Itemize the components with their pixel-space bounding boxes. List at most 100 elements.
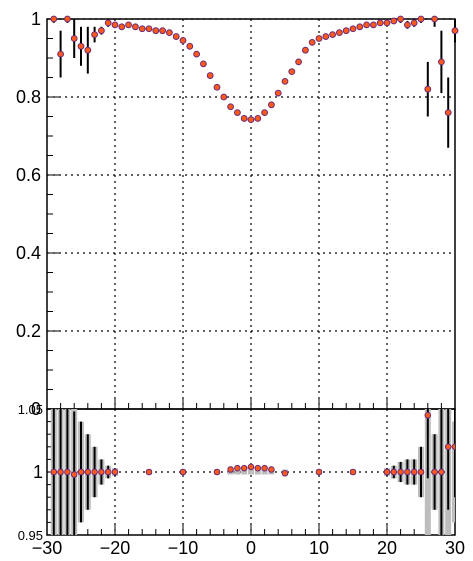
data-point: [235, 110, 240, 115]
data-point: [425, 86, 431, 92]
data-point: [330, 32, 335, 37]
data-point: [384, 20, 390, 26]
data-point: [241, 116, 247, 121]
band-segment: [452, 421, 455, 523]
data-point: [411, 20, 417, 26]
top-y-tick-label: 1: [31, 9, 41, 29]
data-point: [146, 26, 152, 32]
band-segment: [261, 469, 268, 475]
data-point: [126, 22, 131, 28]
top-y-tick-label: 0.8: [16, 87, 41, 107]
data-point: [207, 73, 213, 78]
ratio-y-tick-label: 1: [33, 462, 43, 482]
ratio-point: [64, 468, 71, 476]
data-point: [221, 94, 227, 100]
data-point: [303, 47, 308, 53]
ratio-point: [50, 468, 58, 476]
data-point: [357, 24, 363, 30]
data-point: [167, 30, 172, 36]
ratio-point: [281, 469, 289, 477]
ratio-point: [91, 468, 98, 476]
ratio-point: [70, 471, 78, 478]
data-point: [418, 16, 424, 22]
data-point: [71, 36, 77, 41]
data-point: [78, 43, 84, 49]
ratio-point: [390, 468, 398, 476]
ratio-point: [404, 468, 411, 476]
x-tick-label: −10: [168, 538, 199, 558]
data-point: [323, 34, 329, 39]
ratio-point: [315, 468, 323, 476]
top-series: [50, 15, 459, 148]
data-point: [214, 84, 220, 90]
ratio-point: [84, 468, 92, 476]
data-point: [391, 18, 397, 24]
ratio-point: [410, 468, 418, 476]
data-point: [187, 43, 193, 49]
ratio-point: [254, 464, 262, 472]
band-segment: [241, 469, 248, 475]
ratio-point: [431, 468, 438, 476]
x-tick-label: 20: [377, 538, 397, 558]
data-point: [51, 16, 57, 22]
data-point: [201, 61, 206, 67]
ratio-point: [227, 466, 234, 473]
ratio-point: [268, 466, 275, 473]
ratio-point: [179, 468, 187, 476]
ratio-point: [247, 463, 255, 471]
ratio-y-tick-label: 1.05: [18, 402, 43, 417]
data-point: [398, 16, 403, 22]
band-segment: [254, 469, 261, 475]
ratio-point: [451, 443, 455, 451]
data-point: [377, 20, 383, 26]
data-point: [364, 22, 369, 28]
data-point: [85, 47, 91, 53]
data-point: [139, 26, 145, 32]
ratio-point: [104, 468, 112, 476]
data-point: [112, 22, 118, 28]
x-tick-label: −30: [32, 538, 63, 558]
band-segment: [248, 469, 254, 475]
data-point: [405, 22, 410, 28]
top-y-tick-label: 0.4: [16, 243, 41, 263]
ratio-point: [145, 468, 153, 476]
ratio-panel: 0.95 1 1.05 −30 −20 −10 0 10 20 30: [18, 402, 465, 558]
ratio-point: [349, 468, 357, 476]
top-y-tick-label: 0.6: [16, 165, 41, 185]
data-point: [133, 24, 138, 30]
ratio-point: [438, 468, 445, 476]
ratio-point: [444, 443, 452, 451]
ratio-point: [424, 412, 432, 419]
ratio-point: [213, 468, 221, 476]
data-point: [309, 40, 315, 45]
ratio-point: [240, 464, 248, 472]
ratio-point: [397, 468, 404, 476]
x-tick-label: −20: [100, 538, 131, 558]
data-point: [262, 110, 267, 115]
data-point: [194, 51, 200, 57]
data-point: [439, 59, 444, 65]
data-point: [105, 20, 111, 26]
data-point: [350, 26, 356, 32]
data-point: [248, 117, 254, 123]
ratio-y-tick-label: 0.95: [18, 528, 43, 543]
data-point: [316, 36, 322, 41]
data-point: [296, 59, 301, 65]
data-point: [343, 28, 349, 34]
ratio-point: [77, 468, 85, 476]
data-point: [275, 90, 281, 96]
data-point: [180, 38, 186, 43]
x-tick-label: 10: [309, 538, 329, 558]
data-point: [269, 102, 274, 108]
data-point: [153, 28, 159, 34]
data-point: [160, 28, 166, 34]
data-point: [173, 34, 179, 39]
ratio-point: [57, 468, 64, 476]
data-point: [445, 110, 451, 115]
data-point: [99, 28, 104, 34]
top-y-tick-label-zero: 0: [31, 399, 41, 419]
data-point: [92, 32, 97, 37]
x-tick-label: 30: [445, 538, 465, 558]
data-point: [452, 28, 458, 34]
